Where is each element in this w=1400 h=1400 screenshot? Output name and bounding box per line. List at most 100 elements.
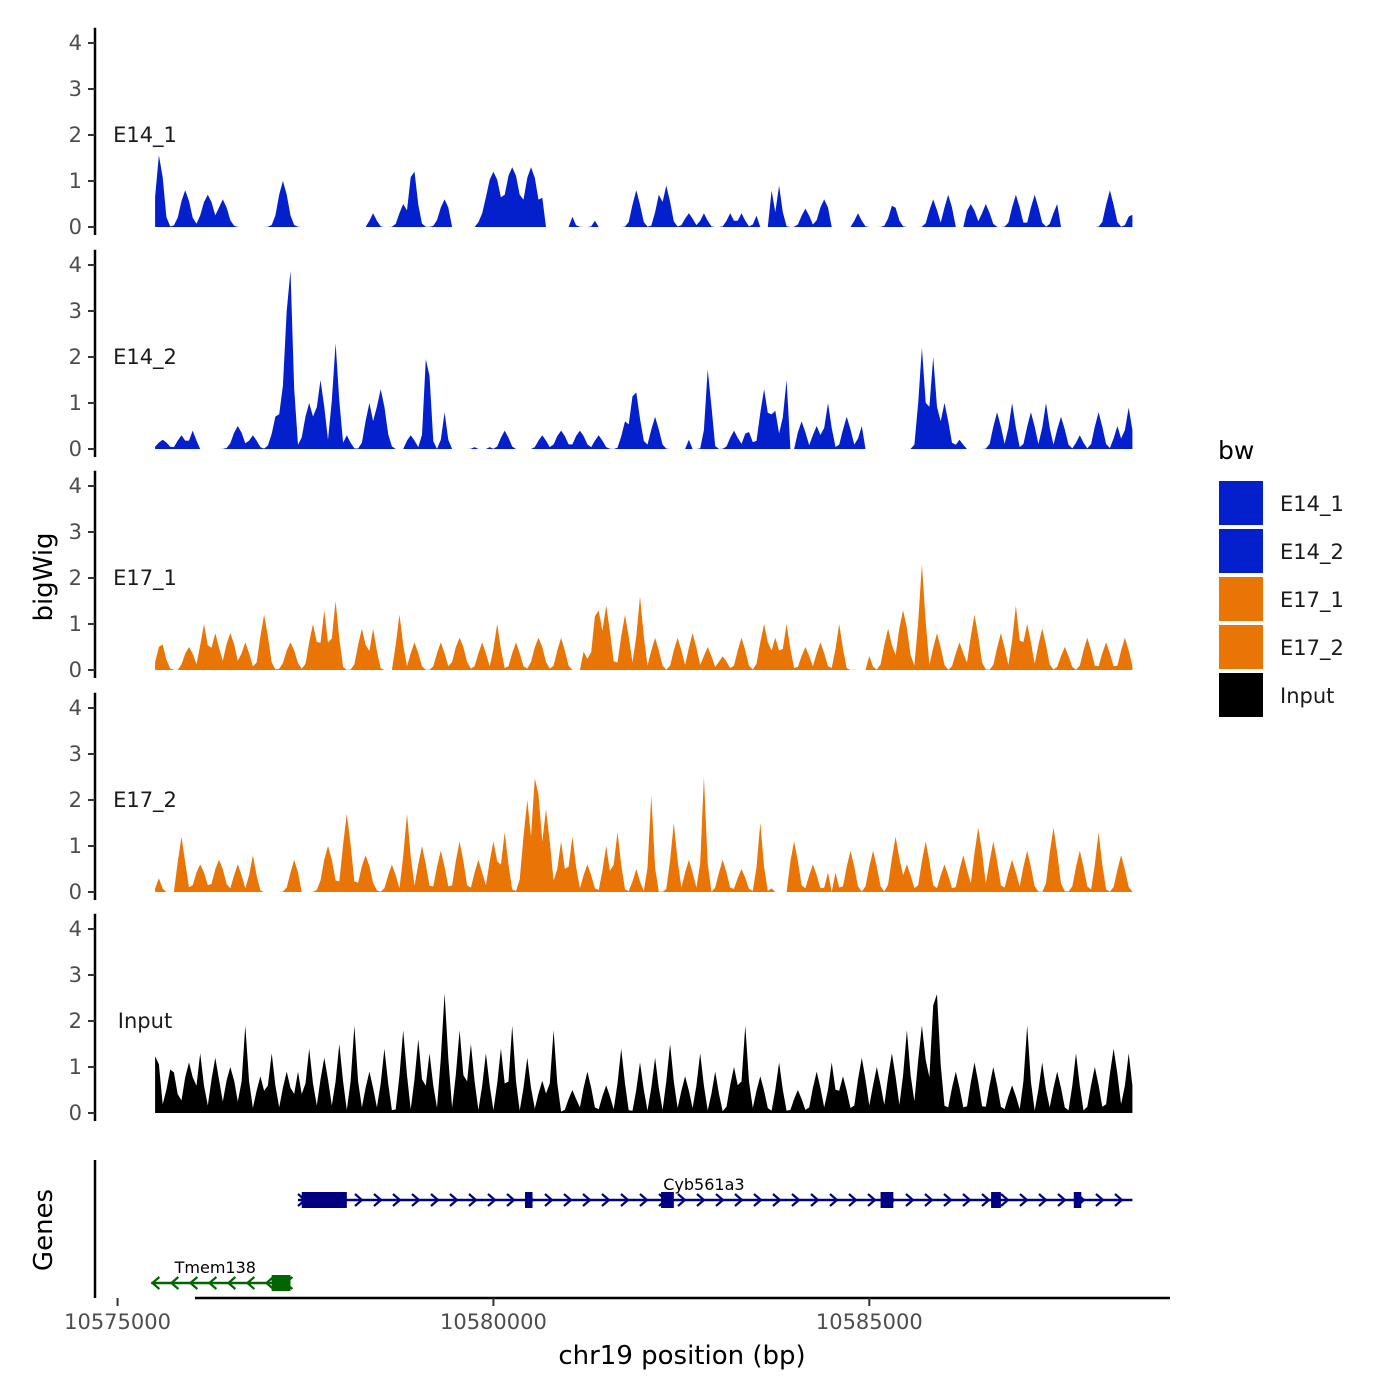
x-tick-label: 10575000 xyxy=(64,1310,171,1334)
exon xyxy=(991,1192,1001,1208)
exon xyxy=(880,1192,894,1208)
x-tick-label: 10580000 xyxy=(440,1310,547,1334)
gene-label: Tmem138 xyxy=(174,1258,256,1277)
legend-item-e17-1: E17_1 xyxy=(1217,575,1344,623)
track-label: Input xyxy=(118,1009,172,1033)
y-tick-label: 4 xyxy=(69,696,82,720)
x-axis-title: chr19 position (bp) xyxy=(558,1341,805,1371)
y-axis-title: bigWig xyxy=(29,532,59,621)
y-tick-label: 0 xyxy=(69,215,82,239)
legend-swatch xyxy=(1217,527,1265,575)
track-e14-2: 0 1 2 3 4 E14_2 xyxy=(69,249,1133,461)
y-tick-label: 3 xyxy=(69,520,82,544)
strand-arrow xyxy=(791,1193,801,1207)
y-tick-label: 3 xyxy=(69,963,82,987)
strand-arrow xyxy=(207,1276,218,1290)
legend-label: E14_1 xyxy=(1280,492,1344,517)
track-label: E14_1 xyxy=(113,123,177,148)
track-e17-2: 0 1 2 3 4 E17_2 xyxy=(69,692,1133,904)
strand-arrow xyxy=(468,1193,478,1207)
legend-swatch xyxy=(1217,479,1265,527)
strand-arrow xyxy=(1057,1193,1067,1207)
exon xyxy=(525,1192,533,1208)
y-tick-label: 1 xyxy=(69,1055,82,1079)
strand-arrow xyxy=(715,1193,725,1207)
y-tick-label: 2 xyxy=(69,1009,82,1033)
strand-arrow xyxy=(734,1193,744,1207)
legend-title: bw xyxy=(1218,436,1254,465)
x-axis: 10575000 10580000 10585000 xyxy=(64,1296,1170,1334)
y-tick-label: 2 xyxy=(69,566,82,590)
track-input: 0 1 2 3 4 Input xyxy=(69,913,1133,1125)
genes-track-title: Genes xyxy=(29,1189,59,1271)
y-tick-label: 4 xyxy=(69,31,82,55)
strand-arrow xyxy=(753,1193,763,1207)
strand-arrow xyxy=(677,1193,687,1207)
gene-tmem138: Tmem138 xyxy=(150,1258,294,1291)
strand-arrow xyxy=(544,1193,554,1207)
legend-swatch xyxy=(1217,623,1265,671)
coverage-area-e14-1 xyxy=(155,155,1133,227)
strand-arrow xyxy=(829,1193,839,1207)
strand-arrow xyxy=(582,1193,592,1207)
y-tick-label: 3 xyxy=(69,742,82,766)
legend-label: E14_2 xyxy=(1280,540,1344,565)
coverage-area-e17-2 xyxy=(155,777,1133,892)
track-e17-1: 0 1 2 3 4 E17_1 xyxy=(69,470,1133,682)
tracks-layer: 0 1 2 3 4 E14_1 0 1 2 3 4 E14_2 0 1 2 3 4 E17_1 0 1 2 3 4 E17_2… xyxy=(69,27,1133,1125)
y-tick-label: 1 xyxy=(69,834,82,858)
exon xyxy=(661,1192,674,1208)
exon xyxy=(1073,1192,1082,1208)
legend-item-e14-1: E14_1 xyxy=(1217,479,1344,527)
strand-arrow xyxy=(1019,1193,1029,1207)
strand-arrow xyxy=(245,1276,256,1290)
strand-arrow xyxy=(810,1193,820,1207)
strand-arrow xyxy=(1038,1193,1048,1207)
y-tick-label: 0 xyxy=(69,437,82,461)
coverage-area-input xyxy=(155,993,1133,1113)
y-tick-label: 2 xyxy=(69,123,82,147)
strand-arrow xyxy=(392,1193,402,1207)
strand-arrow xyxy=(449,1193,459,1207)
strand-arrow xyxy=(487,1193,497,1207)
legend-label: E17_1 xyxy=(1280,588,1344,613)
y-tick-label: 3 xyxy=(69,299,82,323)
y-tick-label: 4 xyxy=(69,917,82,941)
y-tick-label: 4 xyxy=(69,253,82,277)
strand-arrow xyxy=(943,1193,953,1207)
legend-item-e14-2: E14_2 xyxy=(1217,527,1344,575)
strand-arrow xyxy=(772,1193,782,1207)
strand-arrow xyxy=(1095,1193,1105,1207)
strand-arrow xyxy=(924,1193,934,1207)
exon xyxy=(271,1275,291,1291)
y-tick-label: 2 xyxy=(69,345,82,369)
legend-item-input: Input xyxy=(1217,671,1334,719)
strand-arrow xyxy=(430,1193,440,1207)
track-label: E17_1 xyxy=(113,566,177,591)
coverage-area-e17-1 xyxy=(155,564,1133,670)
y-tick-label: 4 xyxy=(69,474,82,498)
strand-arrow xyxy=(188,1276,199,1290)
strand-arrow xyxy=(848,1193,858,1207)
track-label: E14_2 xyxy=(113,345,177,370)
strand-arrow xyxy=(905,1193,915,1207)
y-tick-label: 0 xyxy=(69,1101,82,1125)
strand-arrow xyxy=(867,1193,877,1207)
strand-arrow xyxy=(226,1276,237,1290)
track-e14-1: 0 1 2 3 4 E14_1 xyxy=(69,27,1133,239)
y-tick-label: 3 xyxy=(69,77,82,101)
y-tick-label: 1 xyxy=(69,612,82,636)
y-tick-label: 0 xyxy=(69,658,82,682)
legend-label: E17_2 xyxy=(1280,636,1344,661)
legend-swatch xyxy=(1217,575,1265,623)
gene-cyb561a3: Cyb561a3 xyxy=(297,1175,1133,1208)
strand-arrow xyxy=(411,1193,421,1207)
strand-arrow xyxy=(601,1193,611,1207)
strand-arrow xyxy=(639,1193,649,1207)
coverage-area-e14-2 xyxy=(155,270,1133,449)
y-tick-label: 2 xyxy=(69,788,82,812)
strand-arrow xyxy=(150,1276,161,1290)
legend-label: Input xyxy=(1280,684,1334,708)
strand-arrow xyxy=(962,1193,972,1207)
y-tick-label: 1 xyxy=(69,391,82,415)
